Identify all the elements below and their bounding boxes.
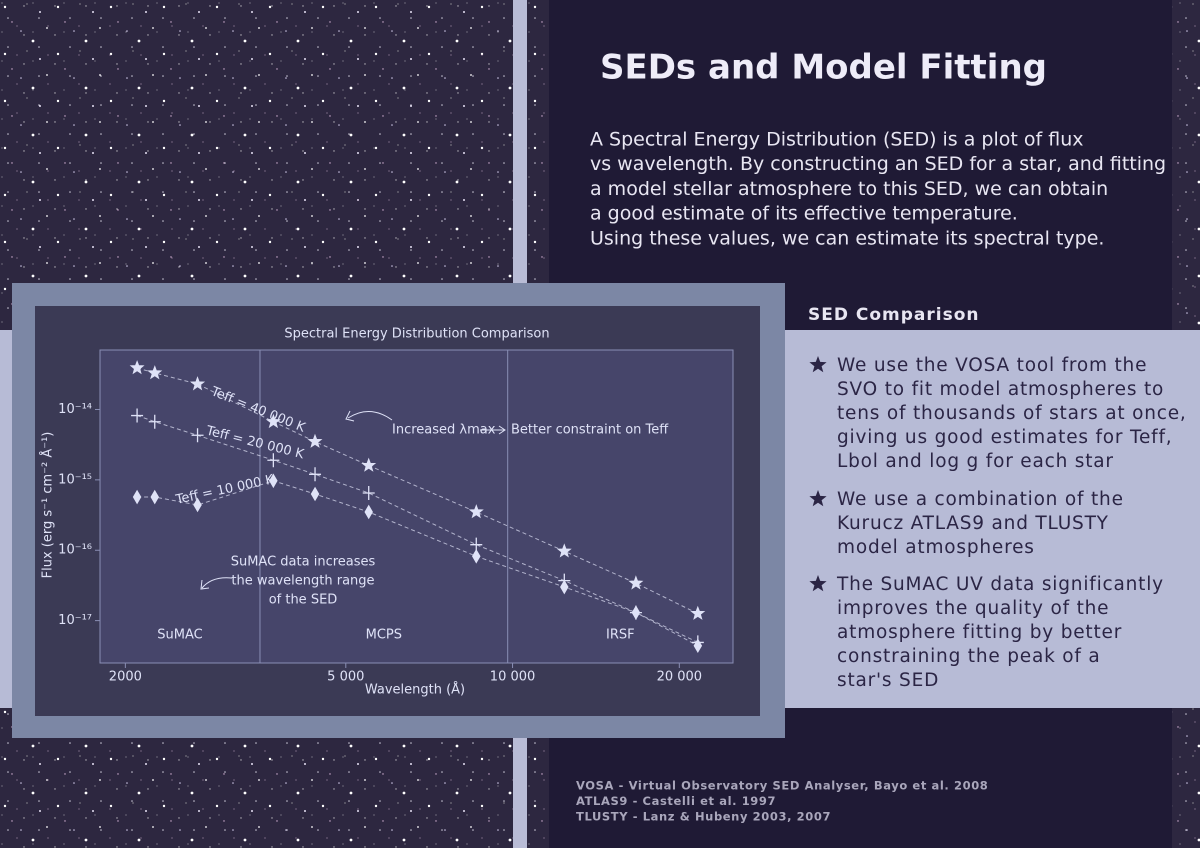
bullet-text: tens of thousands of stars at once,: [837, 403, 1187, 424]
x-tick-label: 2000: [109, 670, 142, 685]
annotation: Better constraint on Teff: [511, 423, 669, 438]
annotation: Increased λmax: [392, 423, 496, 438]
region-label: MCPS: [366, 628, 402, 643]
bullet-text: atmosphere fitting by better: [837, 622, 1122, 643]
data-point: [269, 473, 278, 489]
bullet-text: star's SED: [837, 670, 939, 691]
x-axis-label: Wavelength (Å): [365, 682, 465, 698]
intro-line: a good estimate of its effective tempera…: [590, 203, 1018, 225]
bullet-text: model atmospheres: [837, 537, 1035, 558]
intro-line: A Spectral Energy Distribution (SED) is …: [590, 129, 1083, 151]
bullet-icon: [809, 490, 827, 507]
page-title: SEDs and Model Fitting: [600, 48, 1047, 88]
annotation: the wavelength range: [231, 574, 374, 589]
x-tick-label: 20 000: [657, 670, 703, 685]
bullet-text: We use a combination of the: [837, 489, 1124, 510]
data-point: [307, 433, 323, 448]
data-point: [309, 467, 322, 482]
y-axis-label: Flux (erg s⁻¹ cm⁻² Å⁻¹): [40, 432, 56, 579]
series-line: [136, 367, 699, 615]
data-point: [472, 549, 481, 564]
data-point: [129, 360, 145, 375]
data-point: [628, 575, 644, 590]
data-point: [468, 504, 484, 519]
y-tick-label: 10⁻¹⁷: [58, 613, 92, 628]
x-tick-label: 10 000: [490, 670, 536, 685]
plot-area: [99, 349, 734, 664]
arrow: [200, 577, 233, 590]
y-tick-label: 10⁻¹⁶: [58, 543, 92, 558]
region-label: IRSF: [606, 628, 635, 643]
annotation: SuMAC data increases: [231, 555, 376, 570]
data-point: [148, 414, 161, 429]
intro-line: a model stellar atmosphere to this SED, …: [590, 178, 1108, 200]
series-line: [137, 480, 699, 647]
bullet-text: We use the VOSA tool from the: [837, 355, 1147, 376]
reference: VOSA - Virtual Observatory SED Analyser,…: [576, 779, 988, 793]
x-tick-label: 5 000: [327, 670, 364, 685]
y-tick-label: 10⁻¹⁵: [58, 472, 92, 487]
arrow: [345, 410, 393, 422]
data-point: [310, 486, 320, 502]
data-point: [631, 605, 641, 620]
intro-line: Using these values, we can estimate its …: [590, 227, 1104, 249]
data-point: [193, 497, 202, 513]
bullet-text: The SuMAC UV data significantly: [836, 574, 1164, 595]
data-point: [361, 457, 377, 472]
data-point: [364, 504, 373, 520]
data-point: [132, 489, 142, 505]
y-tick-label: 10⁻¹⁴: [58, 402, 92, 417]
sidebar-heading: SED Comparison: [808, 305, 980, 325]
bullet-icon: [809, 356, 827, 373]
data-point: [556, 543, 572, 558]
data-point: [131, 408, 144, 423]
bullet-icon: [809, 575, 827, 592]
bullet-text: constraining the peak of a: [837, 646, 1101, 667]
intro-line: vs wavelength. By constructing an SED fo…: [590, 153, 1166, 175]
reference: TLUSTY - Lanz & Hubeny 2003, 2007: [576, 810, 831, 824]
data-point: [265, 413, 281, 429]
bullet-text: improves the quality of the: [837, 598, 1109, 619]
data-point: [150, 489, 160, 505]
data-point: [191, 428, 204, 443]
annotation: of the SED: [269, 593, 338, 608]
arrow: [480, 425, 506, 435]
bullet-text: SVO to fit model atmospheres to: [837, 379, 1164, 400]
series-line: [136, 415, 699, 643]
bullet-text: Kurucz ATLAS9 and TLUSTY: [837, 513, 1109, 534]
data-point: [189, 376, 206, 391]
reference: ATLAS9 - Castelli et al. 1997: [576, 794, 776, 808]
data-point: [693, 638, 703, 654]
data-point: [560, 579, 569, 595]
data-point: [362, 486, 375, 501]
data-point: [147, 365, 163, 380]
chart-title: Spectral Energy Distribution Comparison: [284, 327, 549, 342]
region-label: SuMAC: [157, 628, 202, 643]
data-point: [690, 605, 706, 620]
data-point: [267, 453, 280, 468]
bullet-text: Lbol and log g for each star: [837, 451, 1114, 472]
bullet-text: giving us good estimates for Teff,: [837, 427, 1172, 448]
